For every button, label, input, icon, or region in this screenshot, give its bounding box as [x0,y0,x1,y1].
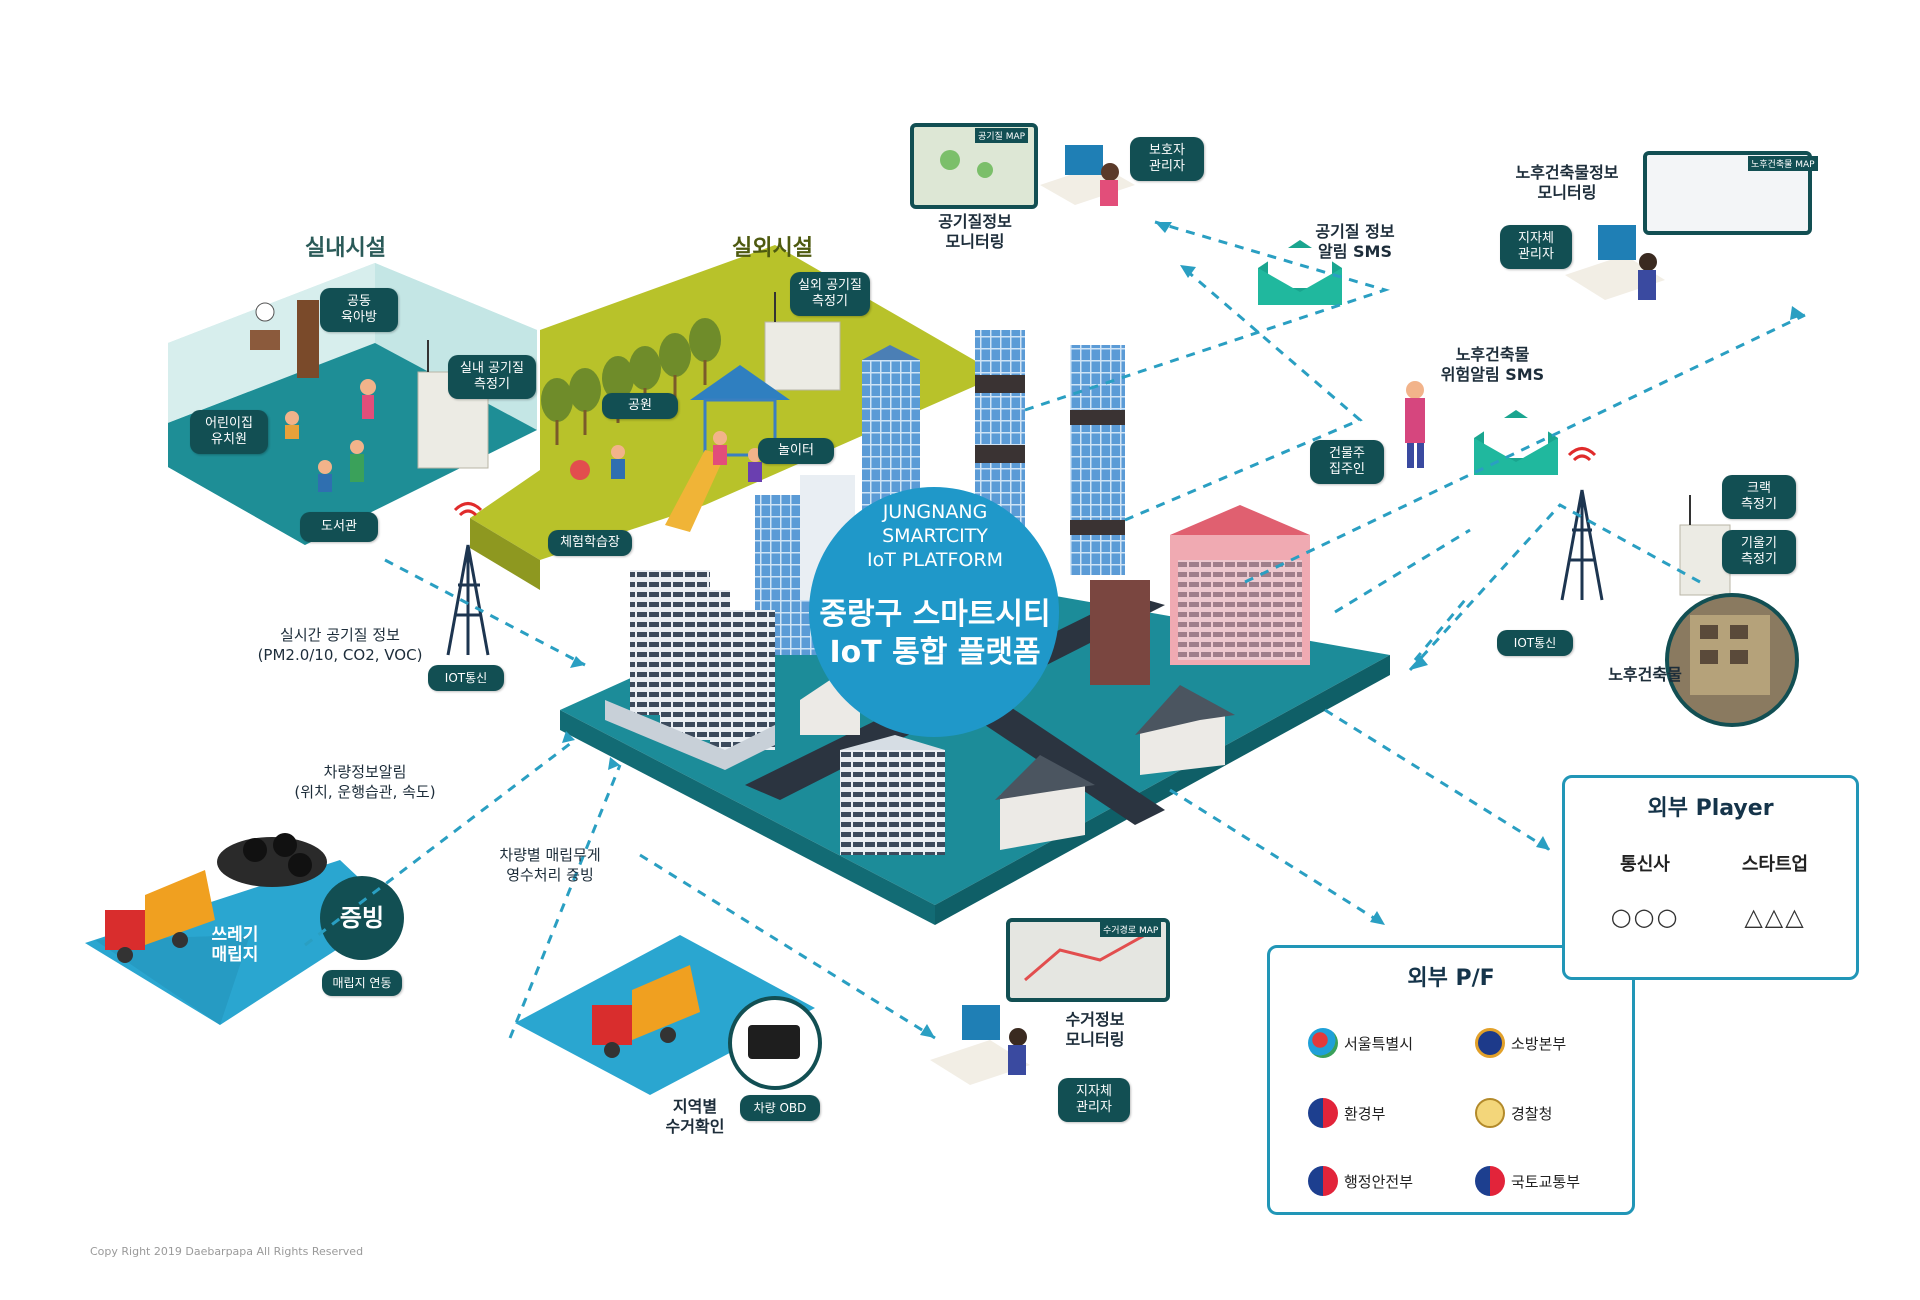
copyright: Copy Right 2019 Daebarpapa All Rights Re… [90,1245,364,1258]
tag-local-admin-bottom: 지자체 관리자 [1058,1078,1130,1122]
tag-guardian: 보호자 관리자 [1130,137,1204,181]
org-name: 국토교통부 [1511,1172,1581,1191]
tag-outdoor-sensor: 실외 공기질 측정기 [790,272,870,316]
outdoor-park [470,245,1000,590]
air-monitor-label: 공기질정보 모니터링 [938,212,1012,251]
tag-local-admin-top: 지자체 관리자 [1500,225,1572,269]
org-name: 경찰청 [1511,1104,1553,1123]
old-monitor-label: 노후건축물정보 모니터링 [1515,163,1619,202]
data-flow-arrows [304,220,1806,1040]
vehicle-weight-label: 차량별 매립무게 영수처리 증빙 [499,846,601,884]
telecom-value: ○○○ [1610,903,1680,931]
landfill-label: 쓰레기 매립지 [211,925,259,965]
org-name: 소방본부 [1511,1034,1567,1053]
old-sms-label: 노후건축물 위험알림 SMS [1440,345,1545,384]
external-player-panel: 외부 Player 통신사 스타트업 ○○○ △△△ [1562,775,1859,980]
tag-indoor-sensor: 실내 공기질 측정기 [448,355,536,399]
tag-experience: 체험학습장 [548,530,632,556]
taegeuk-logo-icon [1308,1098,1338,1128]
tag-iot-right: IOT통신 [1497,630,1573,656]
taegeuk-logo-icon [1308,1166,1338,1196]
center-circle [809,487,1059,737]
indoor-title: 실내시설 [305,236,386,261]
monitoring-desks [930,145,1665,1085]
external-pf-title: 외부 P/F [1407,966,1495,991]
collect-map-label: 수거경로 MAP [1100,922,1162,937]
platform-ko-title: 중랑구 스마트시티 IoT 통합 플랫폼 [800,596,1070,672]
tag-daycare: 공동 육아방 [320,288,398,332]
region-collect-label: 지역별 수거확인 [665,1097,725,1136]
fire-dept-logo-icon [1475,1028,1505,1058]
external-player-title: 외부 Player [1647,796,1774,821]
platform-en-line: JUNGNANG [882,501,988,523]
building-sensors [1679,495,1731,596]
police-logo-icon [1475,1098,1505,1128]
collect-monitor-label: 수거정보 모니터링 [1065,1010,1125,1049]
air-sms-label: 공기질 정보 알림 SMS [1315,222,1395,261]
air-map-label: 공기질 MAP [975,128,1029,143]
iot-towers [446,447,1604,656]
old-map-label: 노후건축물 MAP [1748,156,1818,171]
tag-playground: 놀이터 [758,438,834,464]
vehicle-notice-label: 차량정보알림 (위치, 운행습관, 속도) [294,763,436,801]
outdoor-title: 실외시설 [732,236,813,261]
platform-en-title: JUNGNANG SMARTCITY IoT PLATFORM [830,500,1040,572]
tag-obd: 차량 OBD [740,1095,820,1121]
seoul-logo-icon [1308,1028,1338,1058]
taegeuk-logo-icon [1475,1166,1505,1196]
platform-en-line: IoT PLATFORM [867,549,1003,571]
map-screens [910,123,1812,1002]
startup-value: △△△ [1744,903,1806,931]
tag-owner: 건물주 집주인 [1310,440,1384,484]
landfill-scene [85,833,404,1025]
tag-iot-left: IOT통신 [428,665,504,691]
arrow-heads [562,222,1805,1038]
org-interior: 행정안전부 [1308,1166,1413,1196]
tag-park: 공원 [602,393,678,419]
tag-landfill-link: 매립지 연동 [322,970,402,996]
old-building-label: 노후건축물 [1608,665,1682,684]
org-name: 서울특별시 [1344,1034,1414,1053]
org-fire: 소방본부 [1475,1028,1566,1058]
tag-crack-sensor: 크랙 측정기 [1722,475,1796,519]
platform-ko-line2: IoT 통합 플랫폼 [829,635,1041,670]
org-environment: 환경부 [1308,1098,1385,1128]
startup-label: 스타트업 [1741,854,1809,875]
regional-collection [515,935,822,1095]
org-name: 환경부 [1344,1104,1386,1123]
org-name: 행정안전부 [1344,1172,1414,1191]
tag-tilt-sensor: 기울기 측정기 [1722,530,1796,574]
sms-envelopes [1258,240,1558,475]
platform-en-line: SMARTCITY [882,525,988,547]
tag-kindergarten: 어린이집 유치원 [190,410,268,454]
org-land: 국토교통부 [1475,1166,1580,1196]
org-police: 경찰청 [1475,1098,1552,1128]
realtime-air-label: 실시간 공기질 정보 (PM2.0/10, CO2, VOC) [257,626,423,664]
old-building-photo [1665,593,1799,727]
external-pf-panel: 외부 P/F 서울특별시 소방본부 환경부 경찰청 행정안전부 국토교통부 [1267,945,1635,1215]
platform-ko-line1: 중랑구 스마트시티 [819,597,1051,632]
org-seoul: 서울특별시 [1308,1028,1413,1058]
telecom-label: 통신사 [1620,854,1670,875]
proof-label: 증빙 [339,904,385,932]
tag-library: 도서관 [300,512,378,542]
